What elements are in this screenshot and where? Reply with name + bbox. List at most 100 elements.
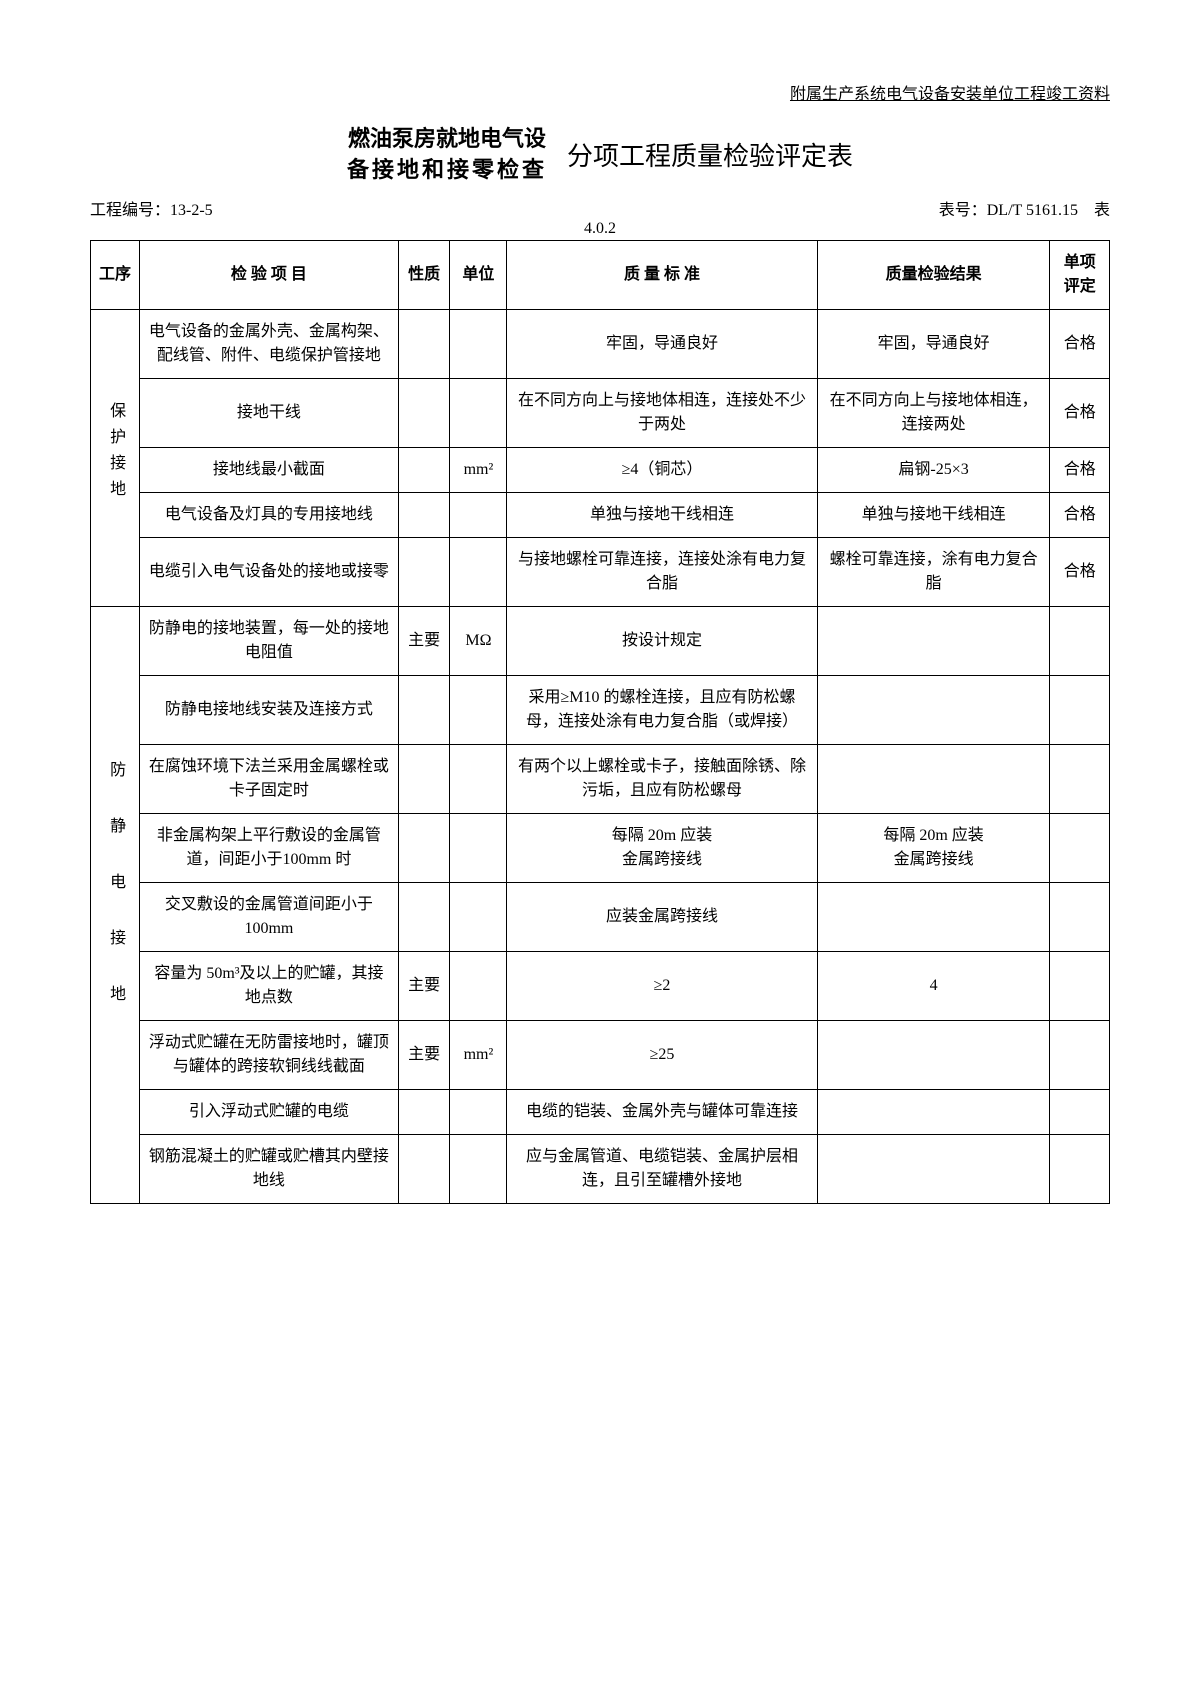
cell-eval bbox=[1050, 813, 1110, 882]
col-result: 质量检验结果 bbox=[817, 240, 1050, 309]
cell-standard: 牢固，导通良好 bbox=[507, 309, 817, 378]
cell-nature bbox=[398, 447, 450, 492]
cell-item: 防静电接地线安装及连接方式 bbox=[140, 675, 399, 744]
cell-result bbox=[817, 1089, 1050, 1134]
table-row: 电气设备及灯具的专用接地线 单独与接地干线相连 单独与接地干线相连 合格 bbox=[91, 492, 1110, 537]
cell-unit bbox=[450, 537, 507, 606]
cell-standard: 电缆的铠装、金属外壳与罐体可靠连接 bbox=[507, 1089, 817, 1134]
cell-standard: 有两个以上螺栓或卡子，接触面除锈、除污垢，且应有防松螺母 bbox=[507, 744, 817, 813]
cell-result: 在不同方向上与接地体相连，连接两处 bbox=[817, 378, 1050, 447]
cell-unit bbox=[450, 492, 507, 537]
cell-result: 螺栓可靠连接，涂有电力复合脂 bbox=[817, 537, 1050, 606]
cell-nature: 主要 bbox=[398, 951, 450, 1020]
table-row: 防静电接地 防静电的接地装置，每一处的接地电阻值 主要 MΩ 按设计规定 bbox=[91, 606, 1110, 675]
cell-standard: 单独与接地干线相连 bbox=[507, 492, 817, 537]
cell-unit bbox=[450, 675, 507, 744]
cell-eval bbox=[1050, 1134, 1110, 1203]
cell-nature: 主要 bbox=[398, 1020, 450, 1089]
cell-result: 每隔 20m 应装 金属跨接线 bbox=[817, 813, 1050, 882]
cell-item: 交叉敷设的金属管道间距小于100mm bbox=[140, 882, 399, 951]
cell-unit: mm² bbox=[450, 1020, 507, 1089]
cell-eval bbox=[1050, 1020, 1110, 1089]
table-row: 保护接地 电气设备的金属外壳、金属构架、配线管、附件、电缆保护管接地 牢固，导通… bbox=[91, 309, 1110, 378]
table-row: 接地线最小截面 mm² ≥4（铜芯） 扁钢-25×3 合格 bbox=[91, 447, 1110, 492]
form-no: 表号：DL/T 5161.15 表 bbox=[939, 196, 1110, 220]
cell-item: 防静电的接地装置，每一处的接地电阻值 bbox=[140, 606, 399, 675]
cell-item: 电缆引入电气设备处的接地或接零 bbox=[140, 537, 399, 606]
cell-nature bbox=[398, 1089, 450, 1134]
cell-eval: 合格 bbox=[1050, 447, 1110, 492]
col-unit: 单位 bbox=[450, 240, 507, 309]
cell-nature bbox=[398, 492, 450, 537]
cell-unit bbox=[450, 309, 507, 378]
group2-label: 防静电接地 bbox=[91, 606, 140, 1203]
table-row: 电缆引入电气设备处的接地或接零 与接地螺栓可靠连接，连接处涂有电力复合脂 螺栓可… bbox=[91, 537, 1110, 606]
meta-row: 工程编号：13-2-5 表号：DL/T 5161.15 表 bbox=[90, 196, 1110, 220]
header-right: 附属生产系统电气设备安装单位工程竣工资料 bbox=[90, 80, 1110, 104]
cell-unit bbox=[450, 813, 507, 882]
cell-eval bbox=[1050, 882, 1110, 951]
col-eval: 单项评定 bbox=[1050, 240, 1110, 309]
cell-item: 引入浮动式贮罐的电缆 bbox=[140, 1089, 399, 1134]
cell-unit: MΩ bbox=[450, 606, 507, 675]
col-item: 检 验 项 目 bbox=[140, 240, 399, 309]
table-row: 在腐蚀环境下法兰采用金属螺栓或卡子固定时 有两个以上螺栓或卡子，接触面除锈、除污… bbox=[91, 744, 1110, 813]
cell-item: 容量为 50m³及以上的贮罐，其接地点数 bbox=[140, 951, 399, 1020]
cell-standard: 采用≥M10 的螺栓连接，且应有防松螺母，连接处涂有电力复合脂（或焊接） bbox=[507, 675, 817, 744]
title-left-line1: 燃油泵房就地电气设 bbox=[348, 126, 546, 151]
cell-eval bbox=[1050, 606, 1110, 675]
cell-standard: 在不同方向上与接地体相连，连接处不少于两处 bbox=[507, 378, 817, 447]
cell-standard: ≥4（铜芯） bbox=[507, 447, 817, 492]
cell-nature bbox=[398, 744, 450, 813]
cell-result bbox=[817, 675, 1050, 744]
cell-unit bbox=[450, 744, 507, 813]
cell-eval bbox=[1050, 951, 1110, 1020]
cell-nature bbox=[398, 675, 450, 744]
title-right: 分项工程质量检验评定表 bbox=[567, 136, 853, 173]
cell-item: 在腐蚀环境下法兰采用金属螺栓或卡子固定时 bbox=[140, 744, 399, 813]
cell-nature bbox=[398, 813, 450, 882]
table-row: 钢筋混凝土的贮罐或贮槽其内壁接地线 应与金属管道、电缆铠装、金属护层相连，且引至… bbox=[91, 1134, 1110, 1203]
cell-standard: ≥2 bbox=[507, 951, 817, 1020]
table-row: 浮动式贮罐在无防雷接地时，罐顶与罐体的跨接软铜线线截面 主要 mm² ≥25 bbox=[91, 1020, 1110, 1089]
cell-item: 电气设备的金属外壳、金属构架、配线管、附件、电缆保护管接地 bbox=[140, 309, 399, 378]
cell-nature bbox=[398, 309, 450, 378]
cell-eval: 合格 bbox=[1050, 537, 1110, 606]
cell-standard: 每隔 20m 应装 金属跨接线 bbox=[507, 813, 817, 882]
cell-item: 电气设备及灯具的专用接地线 bbox=[140, 492, 399, 537]
cell-eval: 合格 bbox=[1050, 309, 1110, 378]
table-row: 引入浮动式贮罐的电缆 电缆的铠装、金属外壳与罐体可靠连接 bbox=[91, 1089, 1110, 1134]
cell-unit bbox=[450, 1089, 507, 1134]
cell-item: 接地线最小截面 bbox=[140, 447, 399, 492]
cell-standard: 按设计规定 bbox=[507, 606, 817, 675]
table-row: 交叉敷设的金属管道间距小于100mm 应装金属跨接线 bbox=[91, 882, 1110, 951]
cell-unit bbox=[450, 882, 507, 951]
cell-eval: 合格 bbox=[1050, 378, 1110, 447]
title-left: 燃油泵房就地电气设 备接地和接零检查 bbox=[347, 124, 547, 186]
cell-result: 4 bbox=[817, 951, 1050, 1020]
cell-unit bbox=[450, 951, 507, 1020]
cell-item: 接地干线 bbox=[140, 378, 399, 447]
cell-result: 牢固，导通良好 bbox=[817, 309, 1050, 378]
table-header-row: 工序 检 验 项 目 性质 单位 质 量 标 准 质量检验结果 单项评定 bbox=[91, 240, 1110, 309]
cell-standard: ≥25 bbox=[507, 1020, 817, 1089]
eval-table: 工序 检 验 项 目 性质 单位 质 量 标 准 质量检验结果 单项评定 保护接… bbox=[90, 240, 1110, 1204]
cell-unit bbox=[450, 378, 507, 447]
title-row: 燃油泵房就地电气设 备接地和接零检查 分项工程质量检验评定表 bbox=[90, 124, 1110, 186]
table-row: 接地干线 在不同方向上与接地体相连，连接处不少于两处 在不同方向上与接地体相连，… bbox=[91, 378, 1110, 447]
cell-result: 单独与接地干线相连 bbox=[817, 492, 1050, 537]
col-standard: 质 量 标 准 bbox=[507, 240, 817, 309]
cell-result bbox=[817, 1134, 1050, 1203]
group1-label: 保护接地 bbox=[91, 309, 140, 606]
cell-eval bbox=[1050, 744, 1110, 813]
cell-nature bbox=[398, 537, 450, 606]
cell-nature bbox=[398, 882, 450, 951]
cell-item: 非金属构架上平行敷设的金属管道，间距小于100mm 时 bbox=[140, 813, 399, 882]
cell-standard: 应与金属管道、电缆铠装、金属护层相连，且引至罐槽外接地 bbox=[507, 1134, 817, 1203]
table-row: 防静电接地线安装及连接方式 采用≥M10 的螺栓连接，且应有防松螺母，连接处涂有… bbox=[91, 675, 1110, 744]
cell-item: 浮动式贮罐在无防雷接地时，罐顶与罐体的跨接软铜线线截面 bbox=[140, 1020, 399, 1089]
cell-unit bbox=[450, 1134, 507, 1203]
cell-result bbox=[817, 1020, 1050, 1089]
table-row: 非金属构架上平行敷设的金属管道，间距小于100mm 时 每隔 20m 应装 金属… bbox=[91, 813, 1110, 882]
cell-result bbox=[817, 882, 1050, 951]
